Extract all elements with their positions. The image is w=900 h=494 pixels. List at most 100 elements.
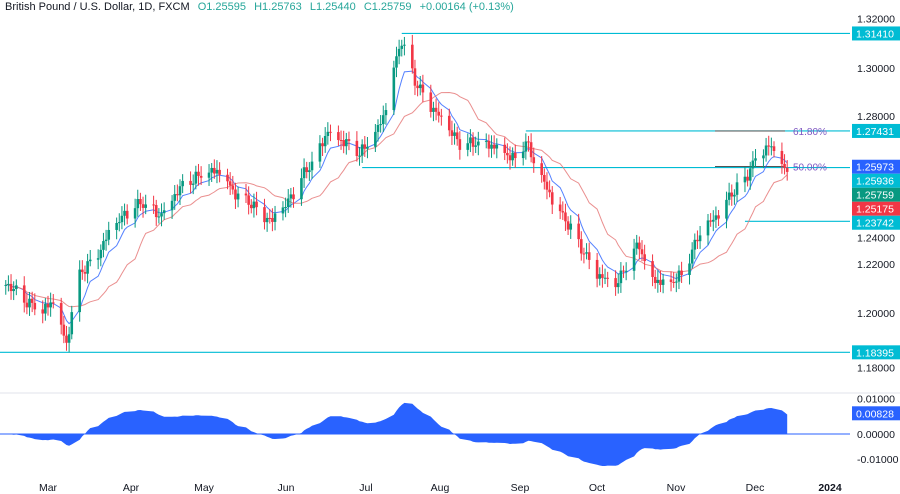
time-tick-label: Dec [746, 482, 765, 494]
candle-body [323, 135, 327, 147]
candle-body [550, 192, 554, 205]
candle-body [339, 139, 343, 141]
candle-body [524, 141, 528, 152]
candle-body [503, 144, 507, 153]
candle-body [725, 199, 728, 219]
candle-body [751, 160, 755, 169]
candle-body [265, 217, 269, 223]
candle-body [284, 206, 287, 208]
candle-body [207, 172, 211, 178]
candle-body [696, 239, 699, 242]
fast-moving-average-line [5, 70, 788, 325]
candle-body [748, 168, 752, 181]
candle-body [81, 269, 84, 273]
candle-body [762, 155, 765, 159]
candle-body [292, 194, 295, 200]
candle-body [434, 107, 438, 112]
candle-body [632, 248, 636, 271]
candle-body [244, 193, 248, 196]
candle-body [579, 239, 583, 254]
candle-body [384, 110, 388, 116]
candle-body [495, 144, 499, 149]
candle-body [416, 85, 419, 89]
symbol-title[interactable]: British Pound / U.S. Dollar, 1D, FXCM [5, 1, 190, 13]
candle-body [337, 132, 340, 140]
ohlc-open: O1.25595 [197, 1, 247, 13]
candle-body [569, 223, 573, 230]
candle-body [141, 204, 145, 208]
ohlc-close: C1.25759 [363, 1, 412, 13]
candle-body [421, 84, 425, 93]
level-price-label-bg [852, 345, 900, 360]
candle-body [83, 272, 87, 274]
candle-body [656, 279, 660, 284]
candle-body [33, 302, 37, 310]
fast-ma-price-label: 1.25973 [856, 162, 894, 174]
candle-body [136, 199, 140, 209]
candle-body [624, 270, 628, 272]
candle-body [484, 140, 488, 142]
slow-ma-price-label: 1.25175 [856, 204, 894, 216]
last-price-label-bg [852, 187, 900, 202]
candle-body [25, 302, 29, 308]
price-tick-label: 1.18000 [857, 362, 895, 374]
slow-ma-price-label-bg [852, 201, 900, 216]
candle-body [746, 176, 749, 181]
candle-body [4, 284, 8, 286]
candle-body [28, 298, 31, 308]
candle-body [437, 111, 441, 116]
candle-body [15, 285, 18, 290]
candle-body [458, 139, 462, 150]
time-tick-label: Sep [511, 482, 530, 494]
candle-body [189, 180, 192, 185]
candle-body [213, 167, 216, 174]
candle-body [162, 210, 166, 214]
candle-body [49, 302, 52, 308]
candle-body [622, 270, 625, 272]
candle-body [672, 281, 675, 283]
candle-body [173, 194, 177, 201]
time-tick-label: May [194, 482, 215, 494]
candle-body [653, 276, 657, 284]
candle-body [492, 144, 496, 149]
candle-body [191, 183, 195, 185]
oscillator-value-label-bg [852, 406, 900, 421]
candle-body [659, 279, 662, 285]
candle-body [561, 211, 565, 213]
candle-body [688, 263, 691, 275]
candle-body [281, 207, 285, 214]
ohlc-change: +0.00164 (+0.13%) [419, 1, 514, 13]
candle-body [413, 68, 417, 86]
candle-body [381, 115, 385, 125]
candle-body [286, 198, 290, 207]
candle-body [178, 186, 182, 196]
candle-body [429, 92, 433, 112]
candle-body [255, 201, 258, 208]
candle-body [329, 131, 332, 133]
candle-body [170, 200, 174, 211]
candle-body [302, 167, 306, 179]
level-price-label: 1.27431 [856, 126, 894, 138]
candle-body [643, 254, 646, 262]
candle-body [770, 146, 773, 148]
candle-body [513, 152, 517, 159]
candle-body [508, 155, 512, 161]
candle-body [767, 145, 771, 147]
candle-body [540, 163, 543, 176]
candle-body [139, 199, 142, 205]
candle-body [635, 242, 639, 249]
level-price-label: 1.31410 [856, 28, 894, 40]
candle-body [12, 289, 15, 292]
ohlc-low: L1.25440 [309, 1, 356, 13]
candle-body [601, 274, 604, 278]
candle-body [355, 140, 359, 157]
candle-body [271, 217, 274, 222]
candle-body [598, 274, 602, 279]
candle-body [360, 144, 364, 156]
level-price-label: 1.23742 [856, 218, 894, 230]
candle-body [754, 158, 757, 161]
candle-body [651, 261, 654, 277]
candle-body [347, 139, 351, 141]
candle-body [133, 208, 137, 219]
